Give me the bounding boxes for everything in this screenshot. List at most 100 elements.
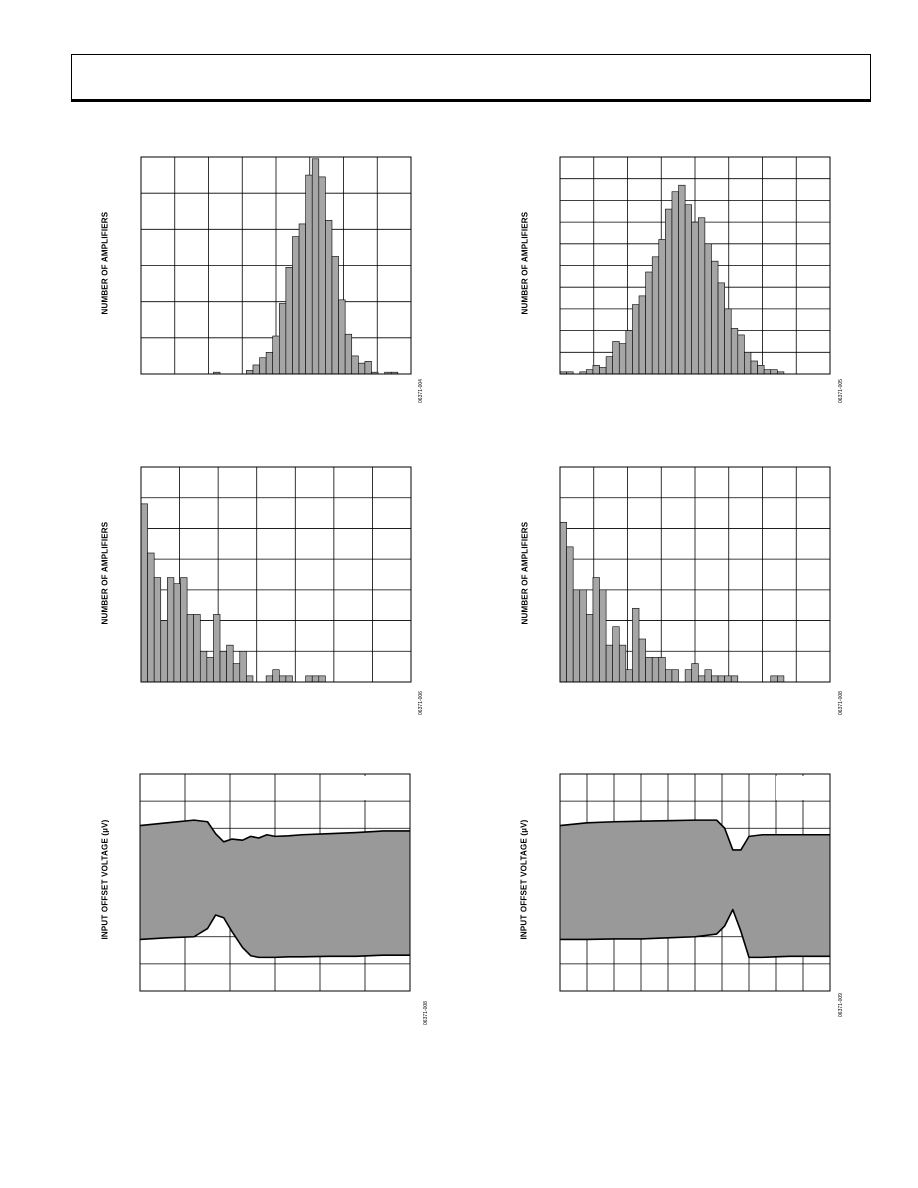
- page-header-box: [71, 54, 871, 102]
- bar: [684, 669, 693, 683]
- bar: [278, 303, 287, 375]
- bar: [632, 304, 640, 375]
- bar: [364, 361, 372, 375]
- bar: [645, 271, 653, 375]
- bar: [777, 675, 785, 683]
- bar: [638, 295, 646, 375]
- bar: [213, 614, 221, 683]
- bar: [625, 330, 633, 375]
- bar: [167, 577, 175, 683]
- figure-code-3: 06371-006: [418, 691, 424, 715]
- bar-series: [213, 158, 399, 375]
- bar: [671, 669, 679, 683]
- bar: [665, 208, 673, 375]
- bar: [147, 552, 155, 683]
- bar: [651, 657, 660, 683]
- bar: [612, 341, 620, 375]
- plot-frame: [559, 156, 831, 375]
- plot-frame: [140, 156, 412, 375]
- y-axis-label-1: NUMBER OF AMPLIFIERS: [100, 211, 110, 315]
- bar: [724, 308, 732, 375]
- bar: [612, 626, 620, 683]
- bar: [186, 614, 194, 683]
- bar: [298, 223, 306, 375]
- bar: [599, 367, 607, 375]
- offset-band: [560, 820, 830, 958]
- bar: [311, 158, 320, 375]
- bar: [592, 365, 600, 375]
- bar: [285, 267, 293, 375]
- bar: [344, 333, 353, 375]
- bar: [757, 365, 765, 375]
- bar: [592, 577, 600, 683]
- bar: [311, 675, 320, 683]
- bar-series: [559, 184, 785, 375]
- figure-code-5: 06371-008: [423, 1001, 429, 1025]
- y-axis-label-2: NUMBER OF AMPLIFIERS: [520, 211, 530, 315]
- histogram-chart-2: [559, 156, 831, 375]
- bar: [737, 334, 745, 375]
- bar: [265, 675, 274, 683]
- bar: [697, 217, 706, 375]
- figure-code-2: 06371-005: [838, 379, 844, 403]
- bar: [206, 657, 214, 683]
- bar: [599, 589, 607, 683]
- bar: [566, 546, 574, 683]
- bar: [140, 503, 148, 683]
- bar: [358, 362, 366, 375]
- bar: [199, 650, 208, 683]
- bar: [717, 675, 725, 683]
- bar: [559, 521, 567, 683]
- bar: [618, 343, 627, 375]
- y-axis-label-6: INPUT OFFSET VOLTAGE (µV): [519, 819, 529, 940]
- legend-inset: [356, 776, 408, 801]
- bar: [704, 243, 712, 375]
- bar: [285, 675, 293, 683]
- bar: [645, 657, 653, 683]
- bar: [605, 356, 613, 375]
- bar: [651, 256, 660, 375]
- bar: [331, 256, 339, 375]
- bar: [684, 204, 693, 375]
- plot-frame: [559, 466, 831, 683]
- bar: [711, 260, 719, 375]
- bar: [658, 657, 666, 683]
- bar: [305, 675, 313, 683]
- bar: [730, 328, 739, 375]
- offset-voltage-chart-1: [139, 773, 411, 992]
- bar: [318, 176, 326, 375]
- bar: [305, 174, 313, 375]
- bar: [618, 644, 627, 683]
- bar: [572, 589, 581, 683]
- bar: [259, 357, 267, 375]
- bar: [272, 335, 280, 375]
- bar: [770, 675, 778, 683]
- y-axis-label-4: NUMBER OF AMPLIFIERS: [520, 521, 530, 625]
- bar: [665, 669, 673, 683]
- bar: [750, 360, 758, 375]
- bar: [678, 184, 686, 375]
- bar: [246, 370, 254, 375]
- plot-frame: [559, 773, 831, 992]
- bar: [265, 352, 274, 375]
- bar: [586, 369, 594, 375]
- bar: [292, 236, 300, 375]
- bar: [586, 614, 594, 683]
- bar: [160, 620, 168, 683]
- figure-code-6: 06371-009: [838, 993, 844, 1017]
- bar: [153, 577, 162, 683]
- bar: [658, 239, 666, 375]
- bar-series: [140, 503, 326, 683]
- bar: [351, 355, 359, 375]
- y-axis-label-3: NUMBER OF AMPLIFIERS: [100, 521, 110, 625]
- histogram-chart-1: [140, 156, 412, 375]
- bar: [625, 669, 633, 683]
- bar: [272, 669, 280, 683]
- legend-inset: [776, 776, 828, 801]
- bar: [219, 650, 227, 683]
- bar: [173, 583, 181, 683]
- grid-lines: [141, 467, 411, 682]
- figure-code-4: 06371-008: [838, 691, 844, 715]
- bar: [246, 675, 254, 683]
- offset-band: [140, 820, 410, 958]
